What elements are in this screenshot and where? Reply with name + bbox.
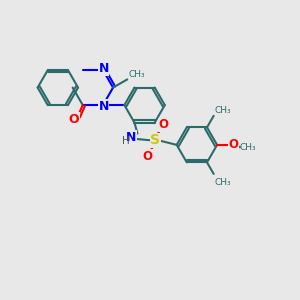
Text: CH₃: CH₃ xyxy=(129,70,145,79)
Text: O: O xyxy=(229,138,238,152)
Text: O: O xyxy=(159,118,169,131)
Text: O: O xyxy=(68,113,79,126)
Text: H: H xyxy=(122,136,129,146)
Text: N: N xyxy=(98,100,109,113)
Text: O: O xyxy=(142,150,152,163)
Text: N: N xyxy=(98,62,109,75)
Text: S: S xyxy=(150,134,160,147)
Text: CH₃: CH₃ xyxy=(214,178,231,187)
Text: N: N xyxy=(126,131,136,144)
Text: CH₃: CH₃ xyxy=(215,106,232,115)
Text: CH₃: CH₃ xyxy=(239,143,256,152)
